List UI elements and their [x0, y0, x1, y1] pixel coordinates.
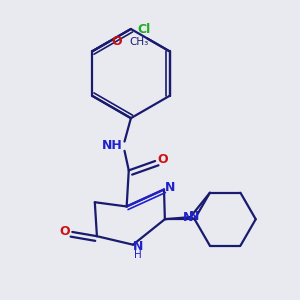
Text: O: O — [158, 153, 168, 166]
Text: N: N — [165, 181, 175, 194]
Text: N: N — [133, 240, 143, 253]
Text: N: N — [183, 211, 194, 224]
Text: O: O — [111, 35, 122, 48]
Text: CH₃: CH₃ — [129, 37, 148, 47]
Text: O: O — [59, 225, 70, 238]
Text: H: H — [134, 250, 142, 260]
Text: N: N — [188, 210, 199, 223]
Text: Cl: Cl — [137, 23, 151, 36]
Text: NH: NH — [101, 139, 122, 152]
